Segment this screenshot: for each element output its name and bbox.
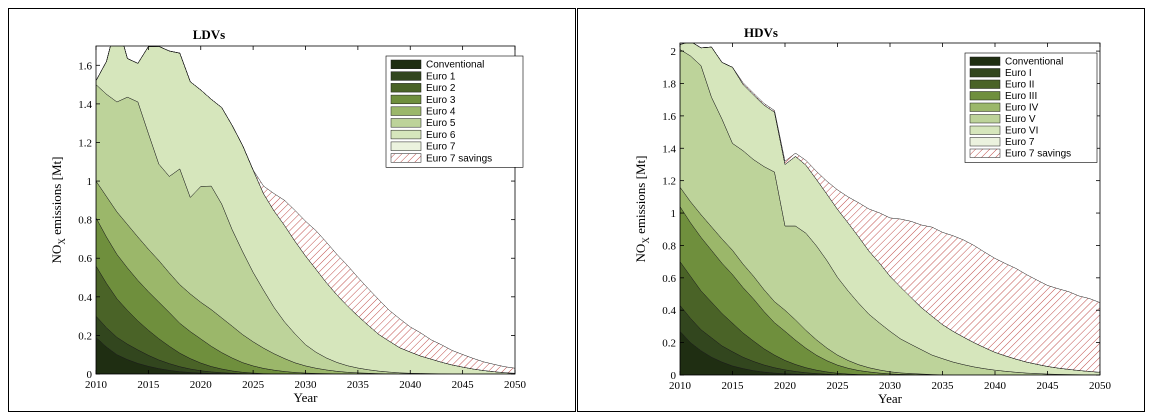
- hdv-legend-label-euro-7-savings: Euro 7 savings: [1005, 149, 1071, 160]
- hdv-chart-title: HDVs: [744, 25, 778, 40]
- hdv-ytick-label: 0.8: [662, 240, 676, 252]
- hdv-legend-swatch-euro-ii: [969, 79, 1001, 89]
- hdv-ytick-label: 1.4: [662, 143, 676, 155]
- ldv-xtick-label: 2050: [504, 379, 527, 391]
- ldv-legend-label-conventional: Conventional: [426, 60, 484, 71]
- ldv-y-axis-label: NOX emissions [Mt]: [49, 157, 67, 264]
- ldv-legend-swatch-euro-4: [390, 106, 422, 116]
- hdv-xtick-label: 2045: [1037, 380, 1060, 392]
- hdv-legend-swatch-euro-i: [969, 68, 1001, 78]
- ldv-legend-swatch-euro-2: [390, 83, 422, 93]
- hdv-xtick-label: 2050: [1089, 380, 1112, 392]
- ldv-legend-label-euro-1: Euro 1: [426, 71, 456, 82]
- ldv-ytick-label: 1: [87, 176, 93, 188]
- ldv-legend-label-euro-7-savings: Euro 7 savings: [426, 153, 492, 164]
- ldv-ytick-label: 1.4: [78, 99, 92, 111]
- ldv-legend-label-euro-7: Euro 7: [426, 142, 456, 153]
- ldv-ytick-label: 0.8: [78, 215, 92, 227]
- hdv-area-euro-7-savings: [680, 43, 1100, 373]
- ldv-ytick-label: 1.2: [78, 137, 92, 149]
- ldv-xtick-label: 2040: [399, 379, 422, 391]
- ldv-ytick-label: 0: [87, 369, 93, 381]
- hdv-legend-label-euro-ii: Euro II: [1005, 80, 1034, 91]
- hdv-ytick-label: 0.4: [662, 305, 676, 317]
- hdv-legend-swatch-conventional: [969, 56, 1001, 66]
- ldv-xtick-label: 2035: [347, 379, 370, 391]
- ldv-xtick-label: 2015: [137, 379, 160, 391]
- hdv-legend-label-euro-vi: Euro VI: [1005, 126, 1038, 137]
- hdv-legend-swatch-euro-iv: [969, 102, 1001, 112]
- hdv-legend-swatch-euro-v: [969, 114, 1001, 124]
- hdv-ytick-label: 1.2: [662, 176, 676, 188]
- hdv-ytick-label: 1: [671, 208, 677, 220]
- ldv-ytick-label: 0.6: [78, 253, 92, 265]
- ldv-area-euro-7-savings: [96, 46, 515, 374]
- hdv-legend-swatch-euro-7: [969, 137, 1001, 147]
- ldv-legend-swatch-euro-3: [390, 94, 422, 105]
- hdv-xtick-label: 2020: [774, 380, 797, 392]
- hdv-xtick-label: 2025: [827, 380, 850, 392]
- hdv-legend-label-conventional: Conventional: [1005, 57, 1063, 68]
- ldv-xtick-label: 2025: [242, 379, 265, 391]
- hdv-ytick-label: 2: [671, 46, 677, 58]
- ldv-xtick-label: 2030: [295, 379, 318, 391]
- hdv-legend-swatch-euro-iii: [969, 91, 1001, 101]
- ldv-legend-label-euro-5: Euro 5: [426, 118, 456, 129]
- hdv-ytick-label: 0.6: [662, 273, 676, 285]
- hdv-legend-label-euro-v: Euro V: [1005, 114, 1036, 125]
- ldv-plot-area: [96, 46, 515, 374]
- ldv-legend-swatch-euro-7: [390, 141, 422, 151]
- hdv-xtick-label: 2030: [879, 380, 902, 392]
- hdv-y-axis-label: NOX emissions [Mt]: [633, 156, 651, 263]
- hdv-ytick-label: 1.6: [662, 111, 676, 123]
- ldv-legend-swatch-euro-1: [390, 71, 422, 81]
- hdv-legend-label-euro-iv: Euro IV: [1005, 103, 1039, 114]
- hdv-legend-swatch-euro-vi: [969, 125, 1001, 135]
- hdv-legend-label-euro-iii: Euro III: [1005, 91, 1037, 102]
- ldv-legend-swatch-euro-6: [390, 129, 422, 140]
- hdv-chart: 2010 2015 2020 2025 2030 2035 2040 2045 2050 0 0.2…: [633, 25, 1112, 406]
- hdv-ytick-label: 0.2: [662, 338, 676, 350]
- ldv-chart: 2010 2015 2020 2025 2030 2035 2040 2045 2050 0 0.2…: [49, 27, 527, 405]
- ldv-ytick-label: 0.4: [78, 292, 92, 304]
- ldv-xtick-label: 2010: [85, 379, 108, 391]
- hdv-chart-panel: 2010 2015 2020 2025 2030 2035 2040 2045 2050 0 0.2…: [577, 8, 1145, 412]
- hdv-x-axis-label: Year: [878, 391, 903, 406]
- ldv-legend-label-euro-3: Euro 3: [426, 95, 456, 106]
- ldv-legend-label-euro-6: Euro 6: [426, 130, 456, 141]
- hdv-xtick-label: 2035: [932, 380, 955, 392]
- hdv-ytick-label: 0: [671, 370, 677, 382]
- hdv-xtick-label: 2015: [722, 380, 745, 392]
- ldv-xtick-label: 2045: [452, 379, 475, 391]
- ldv-ytick-label: 1.6: [78, 60, 92, 72]
- ldv-legend-swatch-conventional: [390, 59, 422, 69]
- ldv-xtick-label: 2020: [190, 379, 213, 391]
- hdv-legend-swatch-euro-7-savings: [969, 148, 1001, 158]
- ldv-chart-panel: 2010 2015 2020 2025 2030 2035 2040 2045 2050 0 0.2…: [8, 8, 576, 412]
- hdv-xtick-label: 2040: [984, 380, 1007, 392]
- ldv-legend-label-euro-4: Euro 4: [426, 107, 456, 118]
- hdv-plot-area: [680, 43, 1100, 375]
- hdv-xtick-label: 2010: [669, 380, 692, 392]
- hdv-legend-label-euro-7: Euro 7: [1005, 137, 1035, 148]
- ldv-legend-swatch-euro-7-savings: [390, 153, 422, 163]
- hdv-ytick-label: 1.8: [662, 78, 676, 90]
- ldv-x-axis-label: Year: [294, 390, 319, 405]
- ldv-ytick-label: 0.2: [78, 330, 92, 342]
- ldv-chart-title: LDVs: [193, 27, 226, 42]
- hdv-legend-label-euro-i: Euro I: [1005, 68, 1032, 79]
- ldv-legend-label-euro-2: Euro 2: [426, 83, 456, 94]
- ldv-legend-swatch-euro-5: [390, 118, 422, 128]
